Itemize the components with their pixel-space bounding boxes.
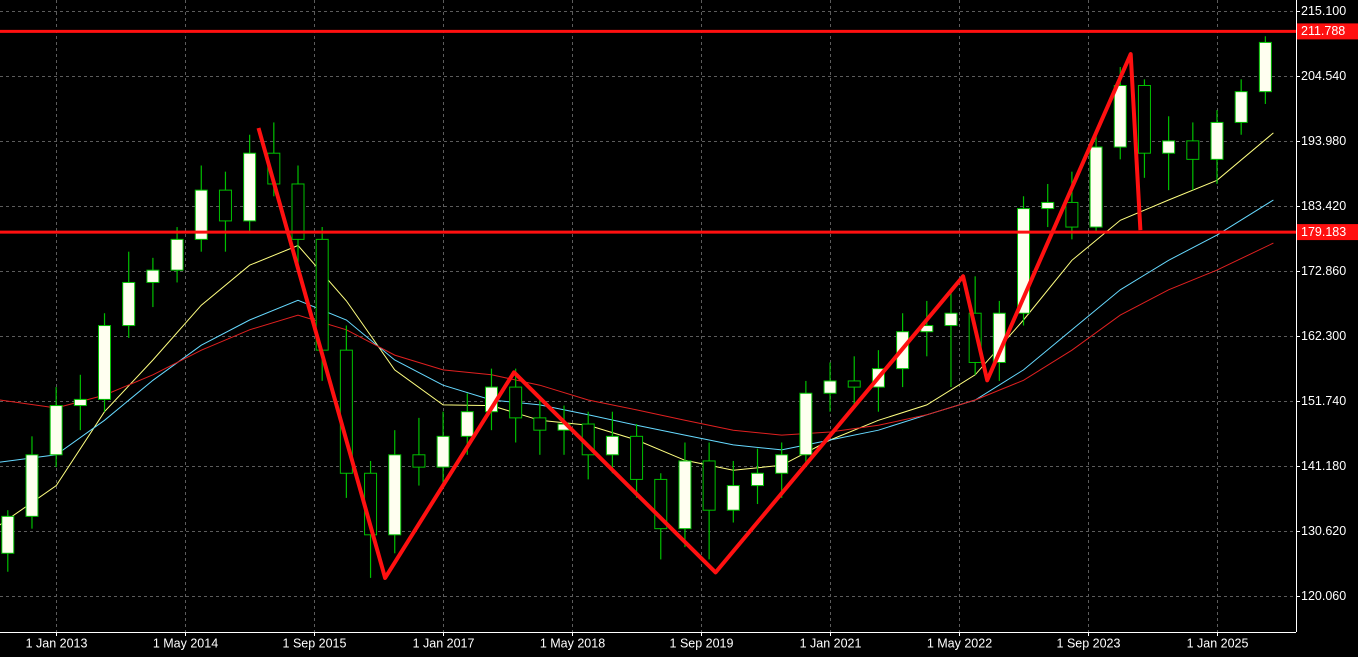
candle-body bbox=[122, 281, 136, 327]
candle-body bbox=[944, 312, 958, 327]
candle-body bbox=[460, 411, 474, 437]
y-tick-label: 130.620 bbox=[1301, 524, 1346, 538]
candle-body bbox=[49, 405, 63, 456]
grid bbox=[0, 0, 1296, 632]
x-tick-label: 1 Jan 2017 bbox=[413, 636, 475, 650]
level-label-box bbox=[1297, 224, 1358, 241]
y-tick-label: 141.180 bbox=[1301, 459, 1346, 473]
candle-body bbox=[25, 454, 39, 517]
candle-body bbox=[678, 460, 692, 530]
candle-body bbox=[194, 189, 208, 240]
y-tick-label: 193.980 bbox=[1301, 134, 1346, 148]
y-tick-label: 215.100 bbox=[1301, 4, 1346, 18]
candle-body bbox=[243, 152, 257, 222]
candle-body bbox=[218, 189, 232, 222]
candle-body bbox=[751, 472, 765, 487]
candle-body bbox=[388, 454, 402, 536]
y-tick-label: 151.740 bbox=[1301, 394, 1346, 408]
y-tick-label: 183.420 bbox=[1301, 199, 1346, 213]
candle-body bbox=[968, 312, 982, 363]
candle-body bbox=[1113, 84, 1127, 148]
candle-body bbox=[1186, 140, 1200, 160]
candle-body bbox=[630, 435, 644, 480]
candle-body bbox=[412, 454, 426, 468]
moving-average bbox=[0, 242, 1274, 436]
candle-body bbox=[533, 417, 547, 431]
candle-body bbox=[509, 386, 523, 419]
level-label: 179.183 bbox=[1301, 225, 1346, 239]
candle-body bbox=[1065, 201, 1079, 228]
candle-body bbox=[98, 325, 112, 400]
x-tick-label: 1 May 2018 bbox=[540, 636, 605, 650]
x-tick-label: 1 Jan 2021 bbox=[800, 636, 862, 650]
candle-body bbox=[170, 238, 184, 271]
candle-body bbox=[726, 485, 740, 511]
y-tick-label: 162.300 bbox=[1301, 329, 1346, 343]
candle-body bbox=[436, 435, 450, 468]
x-tick-label: 1 Sep 2019 bbox=[670, 636, 734, 650]
candle-body bbox=[605, 435, 619, 456]
candle-body bbox=[291, 183, 305, 240]
zigzag bbox=[256, 52, 1143, 580]
candle-body bbox=[1162, 140, 1176, 154]
candle-body bbox=[146, 269, 160, 283]
candle-body bbox=[775, 454, 789, 474]
y-tick-label: 204.540 bbox=[1301, 69, 1346, 83]
candle-body bbox=[799, 392, 813, 456]
candle-body bbox=[823, 380, 837, 394]
x-tick-label: 1 May 2022 bbox=[927, 636, 992, 650]
x-tick-label: 1 Jan 2013 bbox=[26, 636, 88, 650]
candle-body bbox=[73, 398, 87, 407]
candle-body bbox=[1, 515, 15, 554]
level-label: 211.788 bbox=[1301, 24, 1345, 38]
candle-body bbox=[702, 460, 716, 511]
x-tick-label: 1 May 2014 bbox=[153, 636, 218, 650]
y-tick-label: 120.060 bbox=[1301, 589, 1346, 603]
plot bbox=[0, 29, 1296, 580]
y-tick-label: 172.860 bbox=[1301, 264, 1346, 278]
candle-body bbox=[1041, 201, 1055, 210]
x-tick-label: 1 Sep 2015 bbox=[283, 636, 347, 650]
x-tick-label: 1 Sep 2023 bbox=[1057, 636, 1121, 650]
candle-body bbox=[1234, 91, 1248, 123]
candle-body bbox=[1137, 84, 1151, 154]
candle-body bbox=[847, 380, 861, 388]
x-tick-label: 1 Jan 2025 bbox=[1187, 636, 1249, 650]
level-label-box bbox=[1297, 23, 1358, 40]
candle-body bbox=[1210, 121, 1224, 160]
candle-body bbox=[1089, 146, 1103, 228]
candle-body bbox=[1258, 41, 1272, 93]
